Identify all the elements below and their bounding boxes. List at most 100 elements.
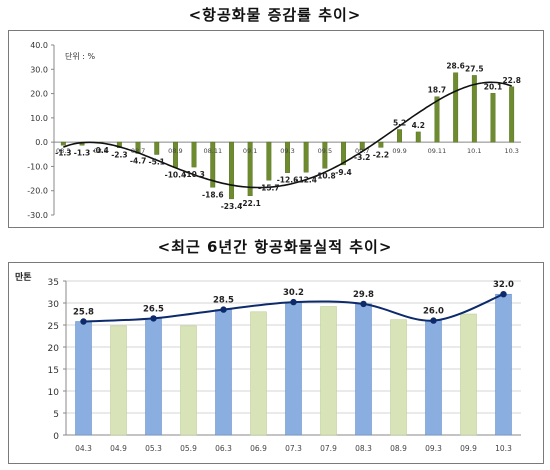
- chart-title-volume: <최근 6년간 항공화물실적 추이>: [157, 238, 393, 256]
- y-tick-label: 15: [48, 366, 59, 376]
- bar: [509, 86, 515, 143]
- bar: [210, 141, 216, 188]
- y-tick-label: -10.0: [27, 162, 48, 171]
- x-tick-label: 05.9: [180, 444, 197, 453]
- data-point: [430, 317, 437, 324]
- data-point: [150, 315, 157, 322]
- data-label: -5.1: [148, 158, 164, 167]
- bar: [495, 293, 512, 436]
- x-tick-label: 09.11: [428, 147, 447, 155]
- data-label: -22.1: [239, 199, 261, 208]
- bar: [110, 325, 127, 436]
- bar: [191, 141, 197, 168]
- chart-title-growth: <항공화물 증감률 추이>: [188, 6, 362, 24]
- bar: [425, 320, 442, 436]
- bar: [322, 141, 328, 169]
- bar: [415, 131, 421, 143]
- bar: [75, 321, 92, 436]
- data-point: [290, 298, 297, 306]
- x-tick-label: 06.3: [215, 444, 232, 453]
- bar: [154, 141, 160, 155]
- data-label: 32.0: [493, 280, 514, 290]
- data-label: -0.4: [92, 146, 108, 155]
- x-tick-label: 07.3: [285, 444, 302, 453]
- data-label: 28.5: [213, 296, 234, 306]
- x-tick-label: 09.5: [318, 147, 332, 155]
- x-tick-label: 10.3: [504, 147, 518, 155]
- data-label: 20.1: [484, 82, 503, 91]
- bar: [247, 141, 253, 196]
- bar: [355, 303, 372, 436]
- bar: [285, 301, 302, 436]
- x-tick-label: 08.9: [390, 444, 407, 453]
- x-tick-label: 05.3: [145, 444, 162, 453]
- x-tick-label: 04.3: [75, 444, 92, 453]
- y-tick-label: -30.0: [27, 211, 48, 220]
- trend-line: [63, 81, 512, 189]
- data-label: -10.4: [165, 170, 187, 179]
- y-tick-label: 20.0: [30, 90, 48, 99]
- x-tick-label: 09.9: [392, 147, 406, 155]
- bar: [460, 313, 477, 436]
- x-tick-label: 08.3: [56, 147, 70, 155]
- data-label: 27.5: [465, 64, 484, 73]
- data-label: 30.2: [283, 288, 304, 298]
- x-tick-label: 08.11: [203, 147, 222, 155]
- data-label: 29.8: [353, 290, 374, 300]
- x-tick-label: 09.1: [243, 147, 257, 155]
- bar: [116, 141, 122, 148]
- y-tick-label: 20: [48, 344, 60, 354]
- y-tick-label: 0: [53, 432, 59, 442]
- bar: [215, 309, 232, 436]
- bar: [266, 141, 272, 181]
- y-tick-label: 30: [48, 300, 60, 310]
- x-tick-label: 08.9: [168, 147, 182, 155]
- data-label: -2.2: [373, 151, 389, 160]
- data-label: -10.3: [183, 170, 205, 179]
- y-tick-label: 5: [53, 410, 59, 420]
- bar: [180, 325, 197, 436]
- x-tick-label: 08.5: [93, 147, 107, 155]
- unit-label: 만톤: [15, 271, 32, 283]
- x-tick-label: 09.3: [425, 444, 442, 453]
- bar: [145, 318, 162, 436]
- bar: [471, 75, 477, 143]
- bar: [490, 93, 496, 143]
- bar: [453, 72, 459, 143]
- y-tick-label: 25: [48, 322, 59, 332]
- data-label: 28.6: [446, 62, 465, 71]
- data-point: [80, 318, 87, 325]
- data-label: -23.4: [221, 202, 243, 211]
- bar: [341, 141, 346, 166]
- data-label: 26.0: [423, 307, 444, 317]
- y-tick-label: 30.0: [30, 65, 48, 74]
- y-tick-label: 0.0: [35, 138, 48, 147]
- data-label: 25.8: [73, 308, 94, 318]
- data-label: -10.8: [314, 171, 336, 180]
- y-tick-label: 40.0: [30, 41, 48, 50]
- y-tick-label: -20.0: [27, 187, 48, 196]
- bar: [228, 141, 234, 200]
- data-label: -9.4: [335, 168, 351, 177]
- x-tick-label: 10.3: [495, 444, 512, 453]
- x-tick-label: 08.7: [131, 147, 145, 155]
- data-point: [220, 306, 227, 313]
- data-label: -12.6: [277, 176, 299, 185]
- x-tick-label: 08.3: [355, 444, 372, 453]
- x-tick-label: 07.9: [320, 444, 337, 453]
- data-point: [500, 291, 507, 298]
- x-tick-label: 09.9: [460, 444, 477, 453]
- volume-chart: 35 30 25 20 15 10 5 0 만톤 04.3 04.9 05.3 05.9 06.3 06.9…: [15, 271, 521, 453]
- data-label: -12.4: [295, 175, 317, 184]
- bar: [250, 311, 267, 436]
- bar: [390, 319, 407, 436]
- data-label: -3.2: [354, 153, 370, 162]
- bar: [397, 129, 402, 143]
- data-label: 26.5: [143, 304, 164, 314]
- bar: [60, 141, 66, 146]
- growth-chart: 40.0 30.0 20.0 10.0 0.0 -10.0 -20.0 -30.0 단위 : %…: [27, 41, 521, 220]
- unit-label: 단위 : %: [65, 51, 96, 61]
- data-label: 4.2: [412, 121, 425, 130]
- bar: [434, 96, 440, 143]
- bar: [359, 141, 365, 151]
